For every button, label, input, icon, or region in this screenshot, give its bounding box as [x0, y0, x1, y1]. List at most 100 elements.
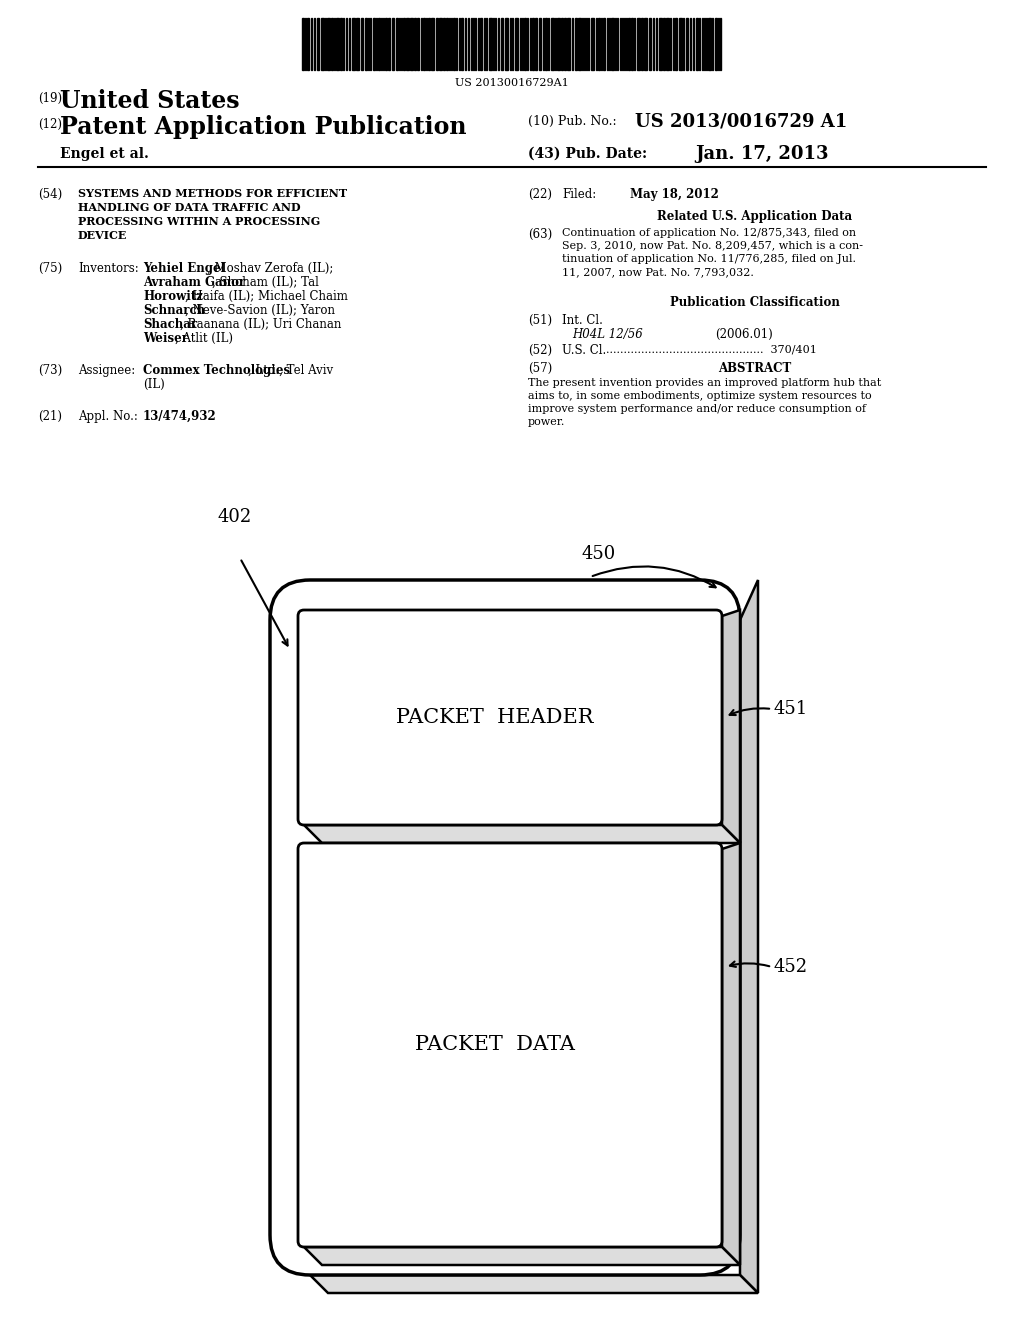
Bar: [598, 18, 600, 70]
Bar: [443, 18, 445, 70]
Text: tinuation of application No. 11/776,285, filed on Jul.: tinuation of application No. 11/776,285,…: [562, 253, 856, 264]
Bar: [392, 18, 394, 70]
Text: Yehiel Engel: Yehiel Engel: [143, 261, 225, 275]
Bar: [679, 18, 682, 70]
Text: Jan. 17, 2013: Jan. 17, 2013: [695, 145, 828, 162]
Text: (51): (51): [528, 314, 552, 327]
Text: PACKET  DATA: PACKET DATA: [415, 1035, 575, 1055]
Text: 452: 452: [774, 958, 808, 975]
Text: (19): (19): [38, 92, 62, 106]
Bar: [410, 18, 413, 70]
Text: May 18, 2012: May 18, 2012: [630, 187, 719, 201]
Polygon shape: [740, 579, 758, 1294]
Text: , Moshav Zerofa (IL);: , Moshav Zerofa (IL);: [207, 261, 333, 275]
Bar: [352, 18, 355, 70]
Bar: [515, 18, 518, 70]
Bar: [340, 18, 342, 70]
Bar: [611, 18, 614, 70]
Text: Int. Cl.: Int. Cl.: [562, 314, 603, 327]
Bar: [564, 18, 566, 70]
Text: United States: United States: [60, 88, 240, 114]
Text: Commex Technologies: Commex Technologies: [143, 364, 290, 378]
Bar: [446, 18, 449, 70]
Bar: [561, 18, 563, 70]
Text: H04L 12/56: H04L 12/56: [572, 327, 643, 341]
Bar: [659, 18, 662, 70]
Text: US 2013/0016729 A1: US 2013/0016729 A1: [635, 114, 847, 131]
Bar: [637, 18, 640, 70]
Bar: [461, 18, 463, 70]
Bar: [557, 18, 560, 70]
Bar: [641, 18, 643, 70]
Text: Related U.S. Application Data: Related U.S. Application Data: [657, 210, 853, 223]
Bar: [567, 18, 570, 70]
Bar: [436, 18, 438, 70]
Text: DEVICE: DEVICE: [78, 230, 127, 242]
Bar: [591, 18, 594, 70]
Bar: [524, 18, 526, 70]
Text: Avraham Ganor: Avraham Ganor: [143, 276, 246, 289]
Bar: [545, 18, 547, 70]
Text: (12): (12): [38, 117, 62, 131]
Text: (73): (73): [38, 364, 62, 378]
Text: (52): (52): [528, 345, 552, 356]
Bar: [423, 18, 425, 70]
Text: (21): (21): [38, 411, 62, 422]
Bar: [663, 18, 665, 70]
Bar: [414, 18, 416, 70]
Text: 11, 2007, now Pat. No. 7,793,032.: 11, 2007, now Pat. No. 7,793,032.: [562, 267, 754, 277]
Bar: [686, 18, 688, 70]
Bar: [696, 18, 698, 70]
Text: , Shoham (IL); Tal: , Shoham (IL); Tal: [212, 276, 318, 289]
Text: , Atlit (IL): , Atlit (IL): [175, 333, 232, 345]
Polygon shape: [722, 610, 740, 843]
Text: 13/474,932: 13/474,932: [143, 411, 217, 422]
Text: (2006.01): (2006.01): [715, 327, 773, 341]
Bar: [631, 18, 633, 70]
Text: .............................................  370/401: ........................................…: [606, 345, 817, 354]
Polygon shape: [722, 843, 740, 1265]
Text: (54): (54): [38, 187, 62, 201]
Bar: [373, 18, 375, 70]
Bar: [578, 18, 581, 70]
Text: , Neve-Savion (IL); Yaron: , Neve-Savion (IL); Yaron: [185, 304, 336, 317]
Text: (43) Pub. Date:: (43) Pub. Date:: [528, 147, 647, 161]
Bar: [307, 18, 309, 70]
Text: , Raanana (IL); Uri Chanan: , Raanana (IL); Uri Chanan: [180, 318, 341, 331]
Bar: [321, 18, 324, 70]
Bar: [365, 18, 367, 70]
Polygon shape: [310, 1275, 758, 1294]
Bar: [327, 18, 330, 70]
Bar: [431, 18, 434, 70]
Bar: [649, 18, 651, 70]
Bar: [331, 18, 333, 70]
Bar: [356, 18, 359, 70]
Bar: [388, 18, 390, 70]
Text: Inventors:: Inventors:: [78, 261, 138, 275]
Text: Sep. 3, 2010, now Pat. No. 8,209,457, which is a con-: Sep. 3, 2010, now Pat. No. 8,209,457, wh…: [562, 242, 863, 251]
FancyBboxPatch shape: [298, 610, 722, 825]
Text: HANDLING OF DATA TRAFFIC AND: HANDLING OF DATA TRAFFIC AND: [78, 202, 301, 213]
Text: (22): (22): [528, 187, 552, 201]
Text: (57): (57): [528, 362, 552, 375]
Text: , Haifa (IL); Michael Chaim: , Haifa (IL); Michael Chaim: [185, 290, 348, 304]
Text: Filed:: Filed:: [562, 187, 596, 201]
Bar: [535, 18, 537, 70]
Text: Publication Classification: Publication Classification: [670, 296, 840, 309]
Bar: [406, 18, 409, 70]
Bar: [378, 18, 380, 70]
Bar: [575, 18, 577, 70]
Bar: [708, 18, 711, 70]
Text: Horowitz: Horowitz: [143, 290, 203, 304]
Bar: [439, 18, 442, 70]
Bar: [480, 18, 482, 70]
FancyBboxPatch shape: [270, 579, 740, 1275]
Bar: [385, 18, 387, 70]
Text: Shachar: Shachar: [143, 318, 198, 331]
Bar: [336, 18, 339, 70]
Text: Assignee:: Assignee:: [78, 364, 135, 378]
Text: (63): (63): [528, 228, 552, 242]
Bar: [603, 18, 605, 70]
Bar: [505, 18, 508, 70]
Polygon shape: [304, 1247, 740, 1265]
